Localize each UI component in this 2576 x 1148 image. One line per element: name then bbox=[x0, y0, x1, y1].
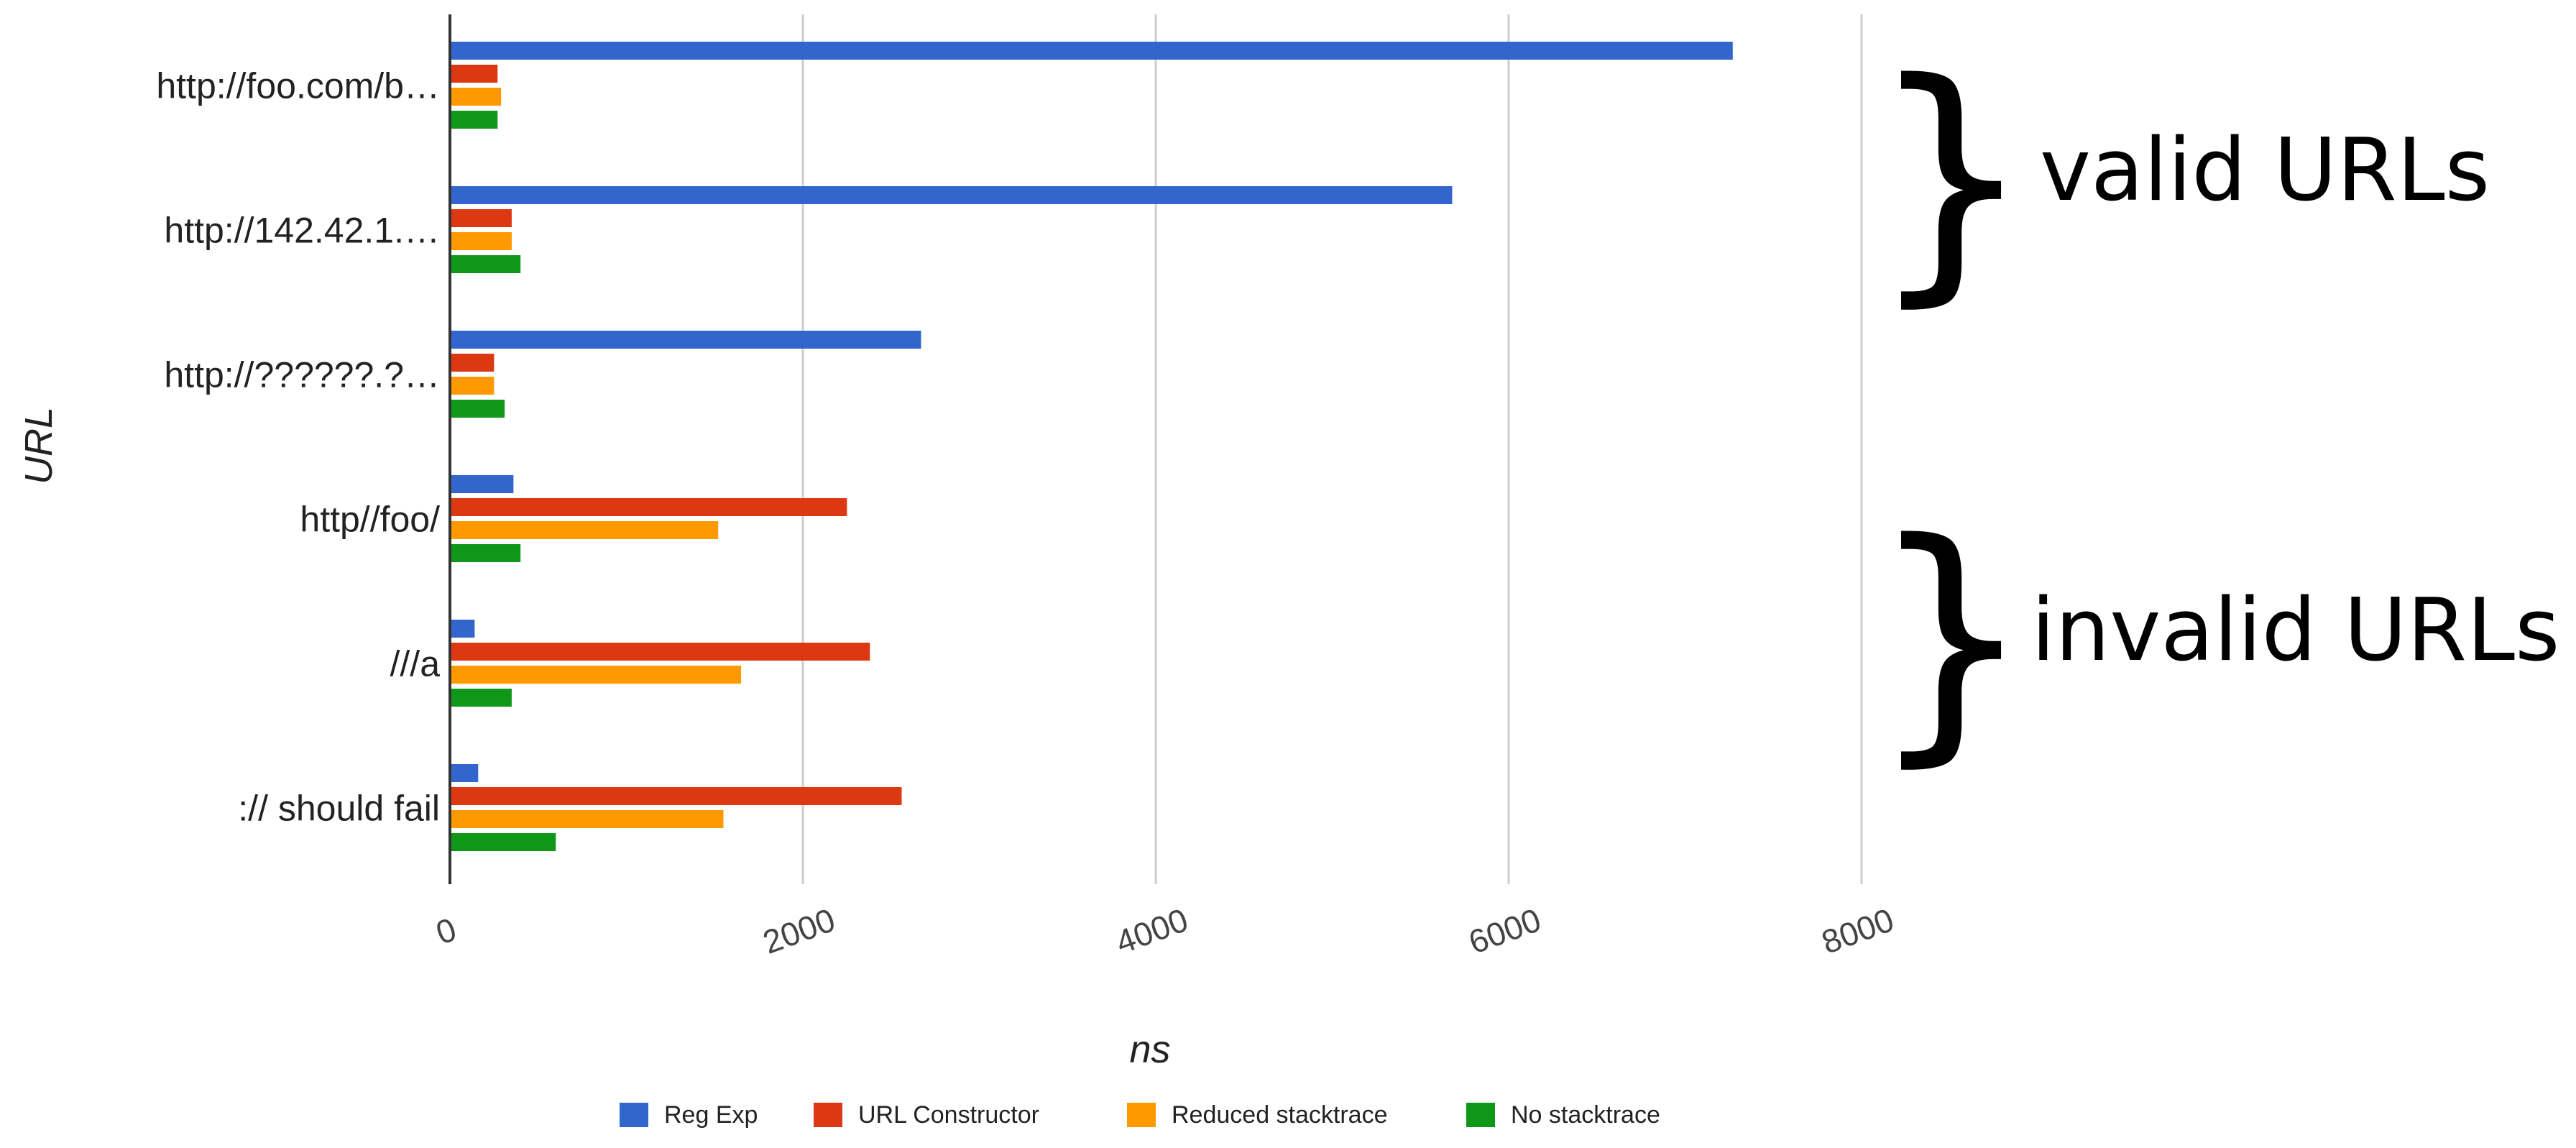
bar-reg-exp bbox=[450, 620, 475, 638]
category-label: http://??????.?… bbox=[164, 355, 440, 395]
bar-reduced-stacktrace bbox=[450, 521, 719, 539]
bar-no-stacktrace bbox=[450, 255, 521, 273]
bar-reg-exp bbox=[450, 42, 1733, 60]
bar-reduced-stacktrace bbox=[450, 232, 512, 250]
bar-reduced-stacktrace bbox=[450, 666, 742, 684]
category-label: http://foo.com/b… bbox=[156, 66, 440, 106]
bar-no-stacktrace bbox=[450, 400, 505, 418]
bar-reg-exp bbox=[450, 186, 1453, 204]
x-tick-label: 2000 bbox=[758, 901, 840, 961]
legend-label: Reduced stacktrace bbox=[1172, 1101, 1388, 1129]
valid-urls-brace: } bbox=[1869, 27, 2033, 329]
bar-reg-exp bbox=[450, 764, 479, 782]
bar-no-stacktrace bbox=[450, 833, 556, 851]
category-label: http://142.42.1.… bbox=[164, 211, 440, 251]
invalid-urls-annotation: invalid URLs bbox=[2031, 581, 2560, 681]
x-tick-label: 4000 bbox=[1111, 901, 1193, 961]
legend-label: Reg Exp bbox=[664, 1101, 758, 1129]
legend-label: URL Constructor bbox=[858, 1101, 1039, 1129]
x-axis-title: ns bbox=[1129, 1028, 1170, 1071]
bar-no-stacktrace bbox=[450, 689, 512, 707]
category-label: ///a bbox=[390, 644, 441, 684]
bar-url-constructor bbox=[450, 498, 847, 516]
legend-swatch bbox=[620, 1103, 648, 1127]
bar-reg-exp bbox=[450, 475, 514, 493]
legend-swatch bbox=[1466, 1103, 1495, 1127]
bar-url-constructor bbox=[450, 354, 494, 372]
bar-no-stacktrace bbox=[450, 544, 521, 562]
legend-label: No stacktrace bbox=[1511, 1101, 1660, 1129]
bars bbox=[450, 42, 1733, 851]
category-label: :// should fail bbox=[238, 789, 440, 829]
x-tick-label: 0 bbox=[431, 910, 461, 952]
bar-reduced-stacktrace bbox=[450, 377, 494, 395]
legend-swatch bbox=[1127, 1103, 1156, 1127]
x-tick-label: 8000 bbox=[1817, 901, 1899, 961]
legend-swatch bbox=[814, 1103, 842, 1127]
valid-urls-annotation: valid URLs bbox=[2040, 121, 2490, 221]
category-labels: http://foo.com/b… http://142.42.1.… http:/… bbox=[156, 66, 440, 829]
bar-url-constructor bbox=[450, 643, 870, 661]
y-axis-title: URL bbox=[17, 407, 60, 485]
gridlines bbox=[801, 14, 1863, 884]
x-tick-labels: 0 2000 4000 6000 8000 bbox=[431, 901, 1899, 961]
x-tick-label: 6000 bbox=[1464, 901, 1546, 961]
bar-reg-exp bbox=[450, 331, 921, 349]
bar-url-constructor bbox=[450, 65, 498, 83]
bar-reduced-stacktrace bbox=[450, 810, 724, 828]
category-label: http//foo/ bbox=[300, 500, 440, 540]
invalid-urls-brace: } bbox=[1869, 487, 2033, 789]
bar-reduced-stacktrace bbox=[450, 88, 502, 106]
annotations: } valid URLs } invalid URLs bbox=[1869, 27, 2560, 789]
bar-url-constructor bbox=[450, 209, 512, 227]
bar-url-constructor bbox=[450, 787, 902, 805]
bar-no-stacktrace bbox=[450, 111, 498, 129]
legend: Reg Exp URL Constructor Reduced stacktrace… bbox=[620, 1101, 1660, 1129]
